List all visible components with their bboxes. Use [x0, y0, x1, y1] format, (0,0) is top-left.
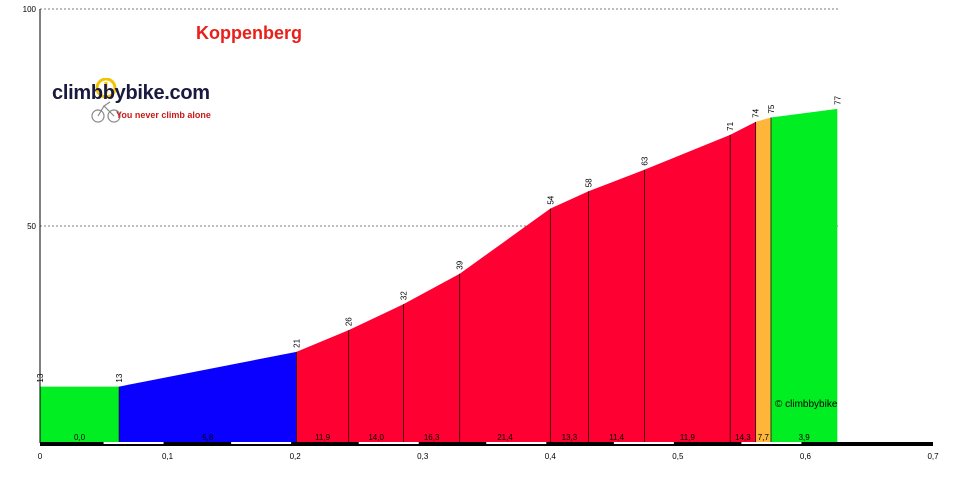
gradient-segments — [40, 108, 838, 444]
x-axis-band — [486, 442, 547, 444]
tick-labels: 100 50 0 0,1 0,2 0,3 0,4 0,5 0,6 0,7 — [23, 5, 939, 461]
x-axis-band — [103, 442, 164, 444]
elevation-label: 58 — [585, 178, 594, 187]
gradient-label: 5,8 — [202, 433, 214, 442]
gradient-label: 14,3 — [735, 433, 751, 442]
x-tick-label: 0,1 — [162, 452, 174, 461]
gradient-label: 11,9 — [680, 433, 696, 442]
y-tick-label: 50 — [27, 222, 36, 231]
segment-area — [730, 121, 756, 443]
x-axis-band — [231, 442, 292, 444]
elevation-label: 74 — [752, 108, 761, 117]
gradient-label: 13,3 — [562, 433, 578, 442]
segment-area — [755, 117, 771, 443]
elevation-label: 63 — [641, 156, 650, 165]
segment-area — [644, 134, 731, 444]
elevation-label: 21 — [292, 338, 301, 347]
x-axis-band — [741, 442, 802, 444]
climbbybike-logo: climbbybike.com You never climb alone — [52, 78, 232, 132]
gradient-label: 16,3 — [424, 433, 440, 442]
gradient-label: 11,9 — [315, 433, 331, 442]
axes — [39, 9, 933, 446]
x-tick-label: 0,2 — [290, 452, 302, 461]
x-tick-label: 0,6 — [800, 452, 812, 461]
gradient-labels: 0,0 5,8 11,9 14,0 16,3 21,4 13,3 11,4 11,9 14,3 7,… — [74, 433, 810, 442]
elevation-label: 26 — [345, 317, 354, 326]
elevation-label: 71 — [726, 121, 735, 130]
x-tick-label: 0,7 — [927, 452, 939, 461]
segment-area — [588, 169, 645, 443]
chart-title: Koppenberg — [196, 23, 302, 43]
gradient-label: 3,9 — [799, 433, 811, 442]
elevation-label: 13 — [115, 373, 124, 382]
x-tick-label: 0,4 — [545, 452, 557, 461]
logo-name: climbbybike.com — [52, 82, 210, 104]
y-tick-label: 100 — [23, 5, 37, 14]
elevation-label: 13 — [36, 373, 45, 382]
segment-area — [770, 108, 838, 443]
elevation-label: 75 — [767, 104, 776, 113]
elevation-label: 39 — [456, 260, 465, 269]
watermark-text: © climbbybike — [775, 399, 838, 410]
segment-area — [40, 386, 120, 443]
gradient-label: 7,7 — [758, 433, 770, 442]
x-axis-band — [613, 442, 674, 444]
elevation-label: 54 — [546, 195, 555, 204]
segment-area — [550, 191, 589, 443]
gradient-label: 0,0 — [74, 433, 86, 442]
x-tick-label: 0 — [38, 452, 43, 461]
segment-area — [403, 273, 460, 443]
segment-area — [296, 330, 349, 443]
logo-tagline: You never climb alone — [116, 110, 211, 120]
segment-area — [348, 304, 404, 443]
segment-area — [119, 351, 297, 443]
gradient-label: 11,4 — [609, 433, 625, 442]
cyclist-logo-icon — [91, 78, 121, 123]
elevation-label: 77 — [833, 95, 842, 104]
gradient-label: 14,0 — [368, 433, 384, 442]
elevation-label: 32 — [400, 291, 409, 300]
segment-area — [459, 208, 551, 443]
gradient-label: 21,4 — [497, 433, 513, 442]
x-tick-label: 0,3 — [417, 452, 429, 461]
point-labels: 13 13 21 26 32 39 54 58 63 71 74 75 77 — [36, 95, 842, 382]
x-axis-band — [358, 442, 419, 444]
x-tick-label: 0,5 — [672, 452, 684, 461]
